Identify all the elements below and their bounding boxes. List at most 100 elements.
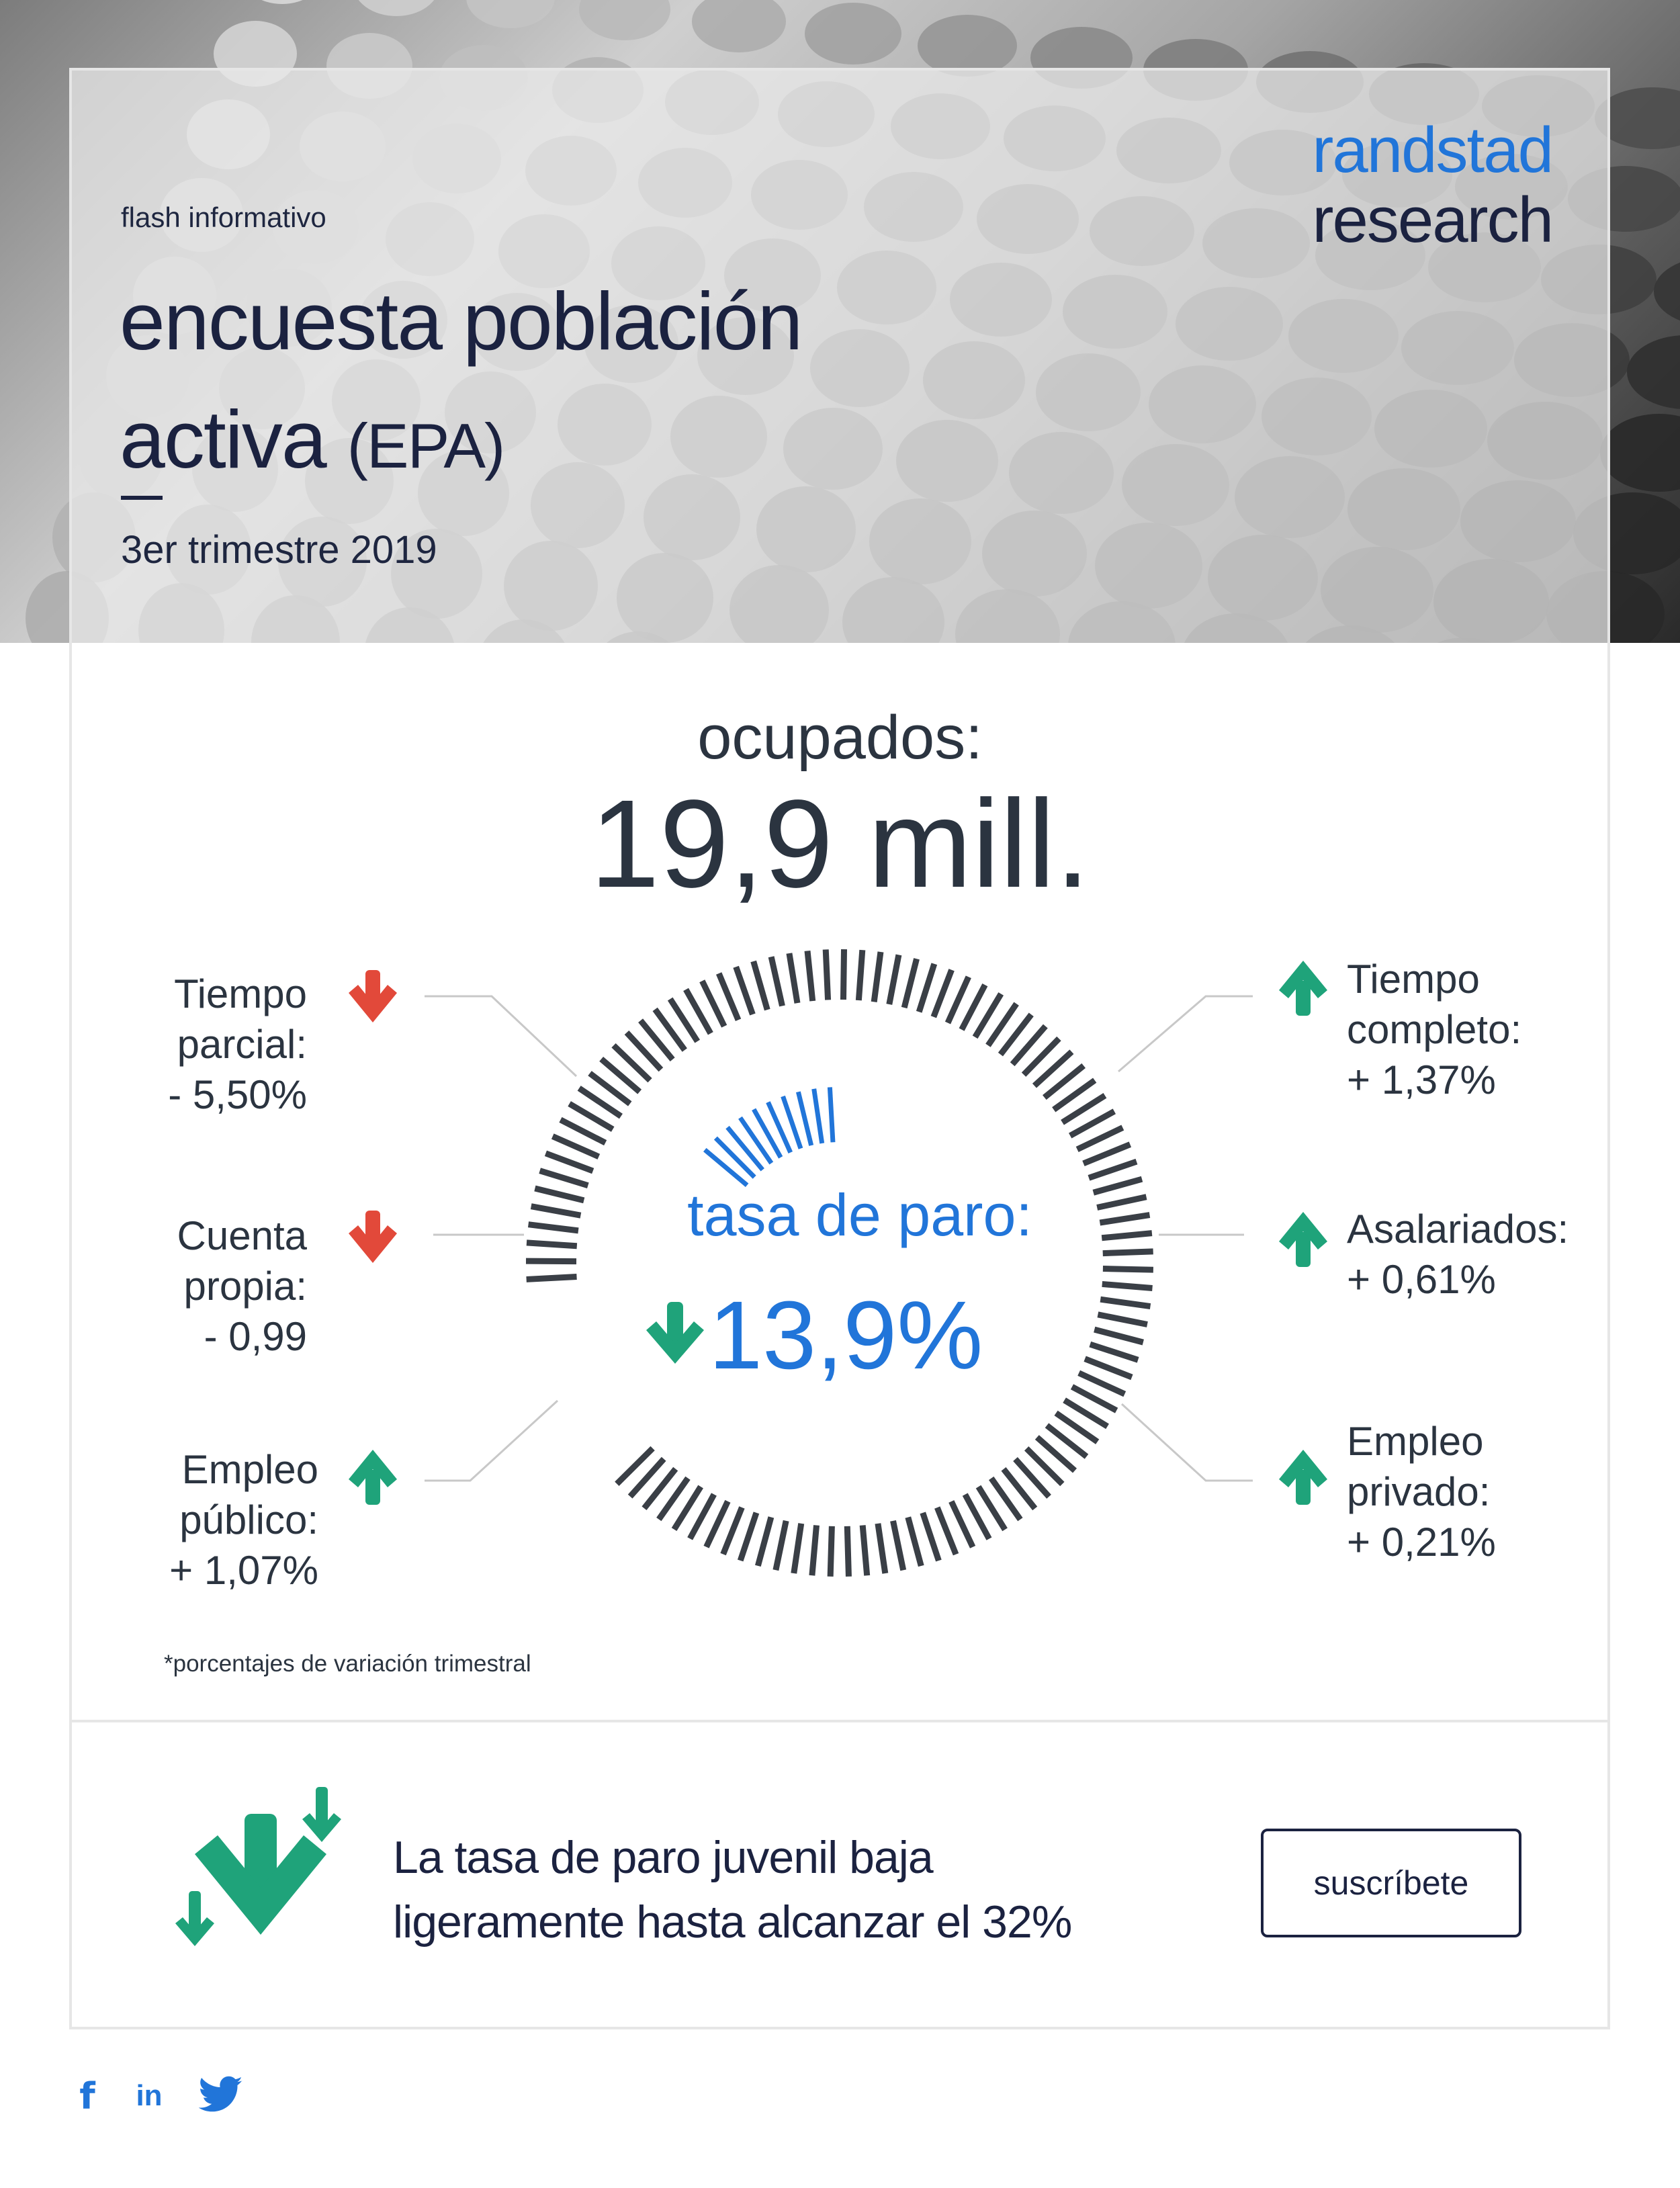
ring-tick — [768, 956, 785, 1007]
photo-disc — [805, 3, 901, 64]
stat-private-employment: Empleo privado: + 0,21% — [1347, 1416, 1629, 1567]
brand-line-2: research — [1312, 184, 1554, 256]
ring-tick — [875, 1523, 889, 1574]
connector-tiempo-parcial — [425, 995, 578, 1078]
ring-tick — [526, 1239, 578, 1250]
ring-tick — [989, 1476, 1023, 1522]
ring-tick — [703, 1499, 731, 1548]
stat-salaried: Asalariados: + 0,61% — [1347, 1204, 1629, 1305]
ring-tick — [551, 1133, 601, 1159]
ring-tick — [671, 1485, 703, 1532]
connector-tiempo-completo — [1118, 995, 1253, 1073]
facebook-icon[interactable]: f — [79, 2074, 95, 2117]
ring-tick — [1084, 1356, 1133, 1381]
ring-tick — [905, 1516, 924, 1567]
unemployment-gauge-ticks — [703, 1087, 836, 1187]
ring-tick — [599, 1056, 642, 1094]
ring-tick — [577, 1086, 623, 1119]
ring-tick — [1061, 1092, 1107, 1125]
ring-tick — [627, 1456, 666, 1499]
stat-value: + 1,37% — [1347, 1057, 1496, 1102]
stat-label-line-2: público: — [179, 1497, 318, 1542]
ring-tick — [611, 1043, 652, 1083]
stat-value: - 5,50% — [168, 1072, 307, 1117]
ring-tick — [1102, 1266, 1153, 1273]
ring-tick — [615, 1446, 655, 1486]
youth-line-1: La tasa de paro juvenil baja — [393, 1832, 934, 1883]
ring-tick — [1001, 1467, 1038, 1511]
ring-tick — [1082, 1141, 1132, 1167]
unemployment-tick — [766, 1101, 793, 1153]
title-line-2: activa (EPA) — [120, 380, 801, 505]
ring-tick — [544, 1150, 594, 1174]
unemployment-tick — [752, 1108, 783, 1159]
stat-full-time: Tiempo completo: + 1,37% — [1347, 954, 1629, 1105]
photo-disc — [692, 0, 786, 52]
ring-tick — [1063, 1397, 1109, 1430]
stat-label-line-1: Cuenta — [177, 1213, 307, 1258]
ring-tick — [1096, 1194, 1147, 1211]
ring-tick — [656, 1476, 691, 1522]
brand-logo[interactable]: randstad research — [1312, 114, 1554, 256]
footnote: *porcentajes de variación trimestral — [164, 1651, 531, 1677]
ring-tick — [1094, 1326, 1144, 1346]
section-divider — [69, 1720, 1610, 1722]
title-line-2-main: activa — [120, 394, 327, 485]
ring-tick — [890, 1520, 907, 1571]
header-panel — [72, 71, 1607, 643]
ring-tick — [652, 1007, 687, 1052]
unemployment-tick — [827, 1087, 836, 1143]
ring-tick — [527, 1221, 579, 1234]
stat-label-line-1: Asalariados: — [1347, 1207, 1569, 1252]
photo-disc — [1595, 87, 1680, 149]
linkedin-icon[interactable]: in — [136, 2079, 163, 2112]
period-text: 3er trimestre 2019 — [121, 528, 437, 572]
ring-tick — [720, 1506, 745, 1556]
unemployment-tick — [795, 1091, 814, 1146]
ring-ticks — [525, 949, 1153, 1577]
ring-tick — [1092, 1176, 1143, 1196]
ring-tick — [526, 1274, 577, 1282]
photo-disc — [261, 0, 303, 4]
title-divider — [121, 496, 163, 500]
arrow-up-icon — [1279, 961, 1327, 1016]
stat-part-time: Tiempo parcial: - 5,50% — [38, 969, 307, 1120]
ring-tick — [1010, 1024, 1048, 1067]
brand-line-1: randstad — [1312, 114, 1554, 186]
photo-disc — [579, 0, 670, 40]
ring-tick — [859, 1525, 871, 1576]
ring-tick — [530, 1203, 582, 1219]
employed-value: 19,9 mill. — [590, 775, 1090, 914]
ring-tick — [804, 951, 816, 1002]
subscribe-button[interactable]: suscríbete — [1261, 1829, 1521, 1937]
title-line-2-abbr: (EPA) — [347, 410, 506, 481]
ring-tick — [1075, 1125, 1124, 1152]
arrow-down-icon — [349, 1211, 397, 1263]
stat-label-line-2: completo: — [1347, 1007, 1522, 1052]
ring-tick — [716, 972, 742, 1021]
ring-tick — [539, 1168, 589, 1189]
ring-tick — [916, 963, 938, 1013]
unemployment-tick — [703, 1147, 749, 1187]
ring-tick — [1102, 1280, 1153, 1291]
ring-tick — [1102, 1248, 1153, 1257]
ring-tick — [886, 954, 902, 1005]
arrow-up-icon — [349, 1450, 397, 1505]
stat-label-line-1: Empleo — [1347, 1419, 1484, 1464]
ring-tick — [699, 979, 727, 1028]
ring-tick — [750, 960, 770, 1011]
stat-label-line-2: privado: — [1347, 1469, 1491, 1514]
stat-label-line-1: Empleo — [181, 1447, 318, 1492]
connector-empleo-privado — [1120, 1403, 1253, 1482]
ring-tick — [1097, 1311, 1148, 1327]
ring-tick — [1013, 1456, 1051, 1499]
stat-value: + 0,21% — [1347, 1520, 1496, 1565]
photo-disc — [1627, 335, 1680, 409]
twitter-bird-icon[interactable] — [199, 2076, 243, 2113]
unemployment-tick — [738, 1116, 774, 1165]
ring-tick — [667, 997, 701, 1043]
youth-arrows-icon — [175, 1787, 341, 1946]
ring-tick — [985, 1002, 1019, 1047]
ring-tick — [1045, 1423, 1089, 1459]
